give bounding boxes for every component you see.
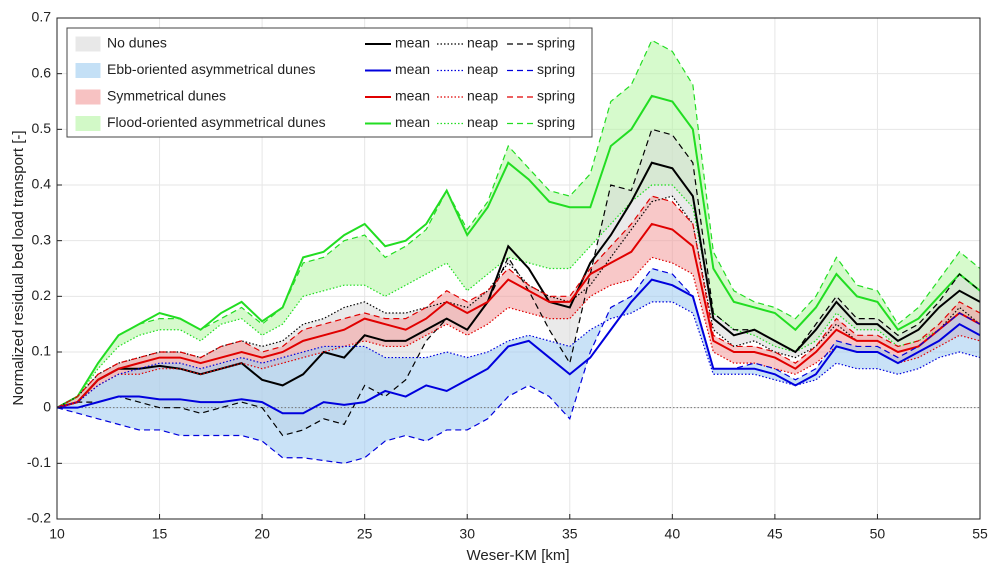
legend-label: mean: [395, 35, 430, 51]
legend-label: spring: [537, 61, 575, 77]
y-tick-label: 0.4: [32, 176, 52, 192]
legend-label: neap: [467, 114, 498, 130]
series-line: [56, 184, 981, 409]
legend-swatch: [74, 88, 102, 106]
legend-label: spring: [537, 88, 575, 104]
legend-label: spring: [537, 35, 575, 51]
y-tick-label: 0: [43, 398, 51, 414]
series-line: [56, 267, 981, 464]
x-tick-label: 30: [459, 526, 475, 542]
legend-label: Symmetrical dunes: [107, 88, 226, 104]
series-line: [56, 195, 981, 409]
legend-box: [66, 27, 593, 138]
y-tick-label: 0.7: [32, 9, 52, 25]
series-line: [56, 94, 981, 409]
x-tick-label: 55: [972, 526, 988, 542]
y-tick-label: 0.1: [32, 343, 52, 359]
series-line: [56, 301, 981, 409]
y-tick-label: 0.3: [32, 231, 52, 247]
legend-label: mean: [395, 114, 430, 130]
legend-swatch: [74, 115, 102, 132]
x-tick-label: 50: [870, 526, 886, 542]
legend-label: mean: [395, 88, 430, 104]
x-tick-label: 45: [767, 526, 783, 542]
y-tick-label: -0.2: [27, 510, 51, 526]
series-line: [56, 128, 981, 437]
series-line: [56, 222, 981, 409]
legend-label: mean: [395, 61, 430, 77]
y-tick-label: -0.1: [27, 454, 51, 470]
band: [57, 196, 980, 408]
y-tick-label: 0.6: [32, 64, 52, 80]
series-line: [57, 278, 981, 415]
x-tick-label: 10: [49, 526, 65, 542]
series-line: [56, 256, 981, 409]
band: [57, 268, 980, 464]
legend-label: No dunes: [107, 35, 167, 51]
x-tick-label: 15: [152, 526, 168, 542]
series-line: [56, 39, 981, 409]
y-axis-label: Normalized residual bed load transport […: [10, 130, 27, 405]
band: [57, 40, 980, 408]
x-tick-label: 40: [665, 526, 681, 542]
legend-label: spring: [537, 114, 575, 130]
legend-label: neap: [467, 35, 498, 51]
axes-frame: [56, 17, 981, 520]
legend-label: neap: [467, 61, 498, 77]
x-tick-label: 35: [562, 526, 578, 542]
legend-swatch: [74, 62, 102, 79]
legend-label: neap: [467, 88, 498, 104]
y-tick-label: 0.5: [32, 120, 52, 136]
x-tick-label: 25: [357, 526, 373, 542]
legend-label: Ebb-oriented asymmetrical dunes: [107, 61, 316, 77]
legend-label: Flood-oriented asymmetrical dunes: [107, 114, 326, 130]
y-tick-label: 0.2: [32, 287, 52, 303]
legend-swatch: [74, 35, 102, 53]
x-tick-label: 20: [254, 526, 270, 542]
x-axis-label: Weser-KM [km]: [466, 547, 569, 564]
